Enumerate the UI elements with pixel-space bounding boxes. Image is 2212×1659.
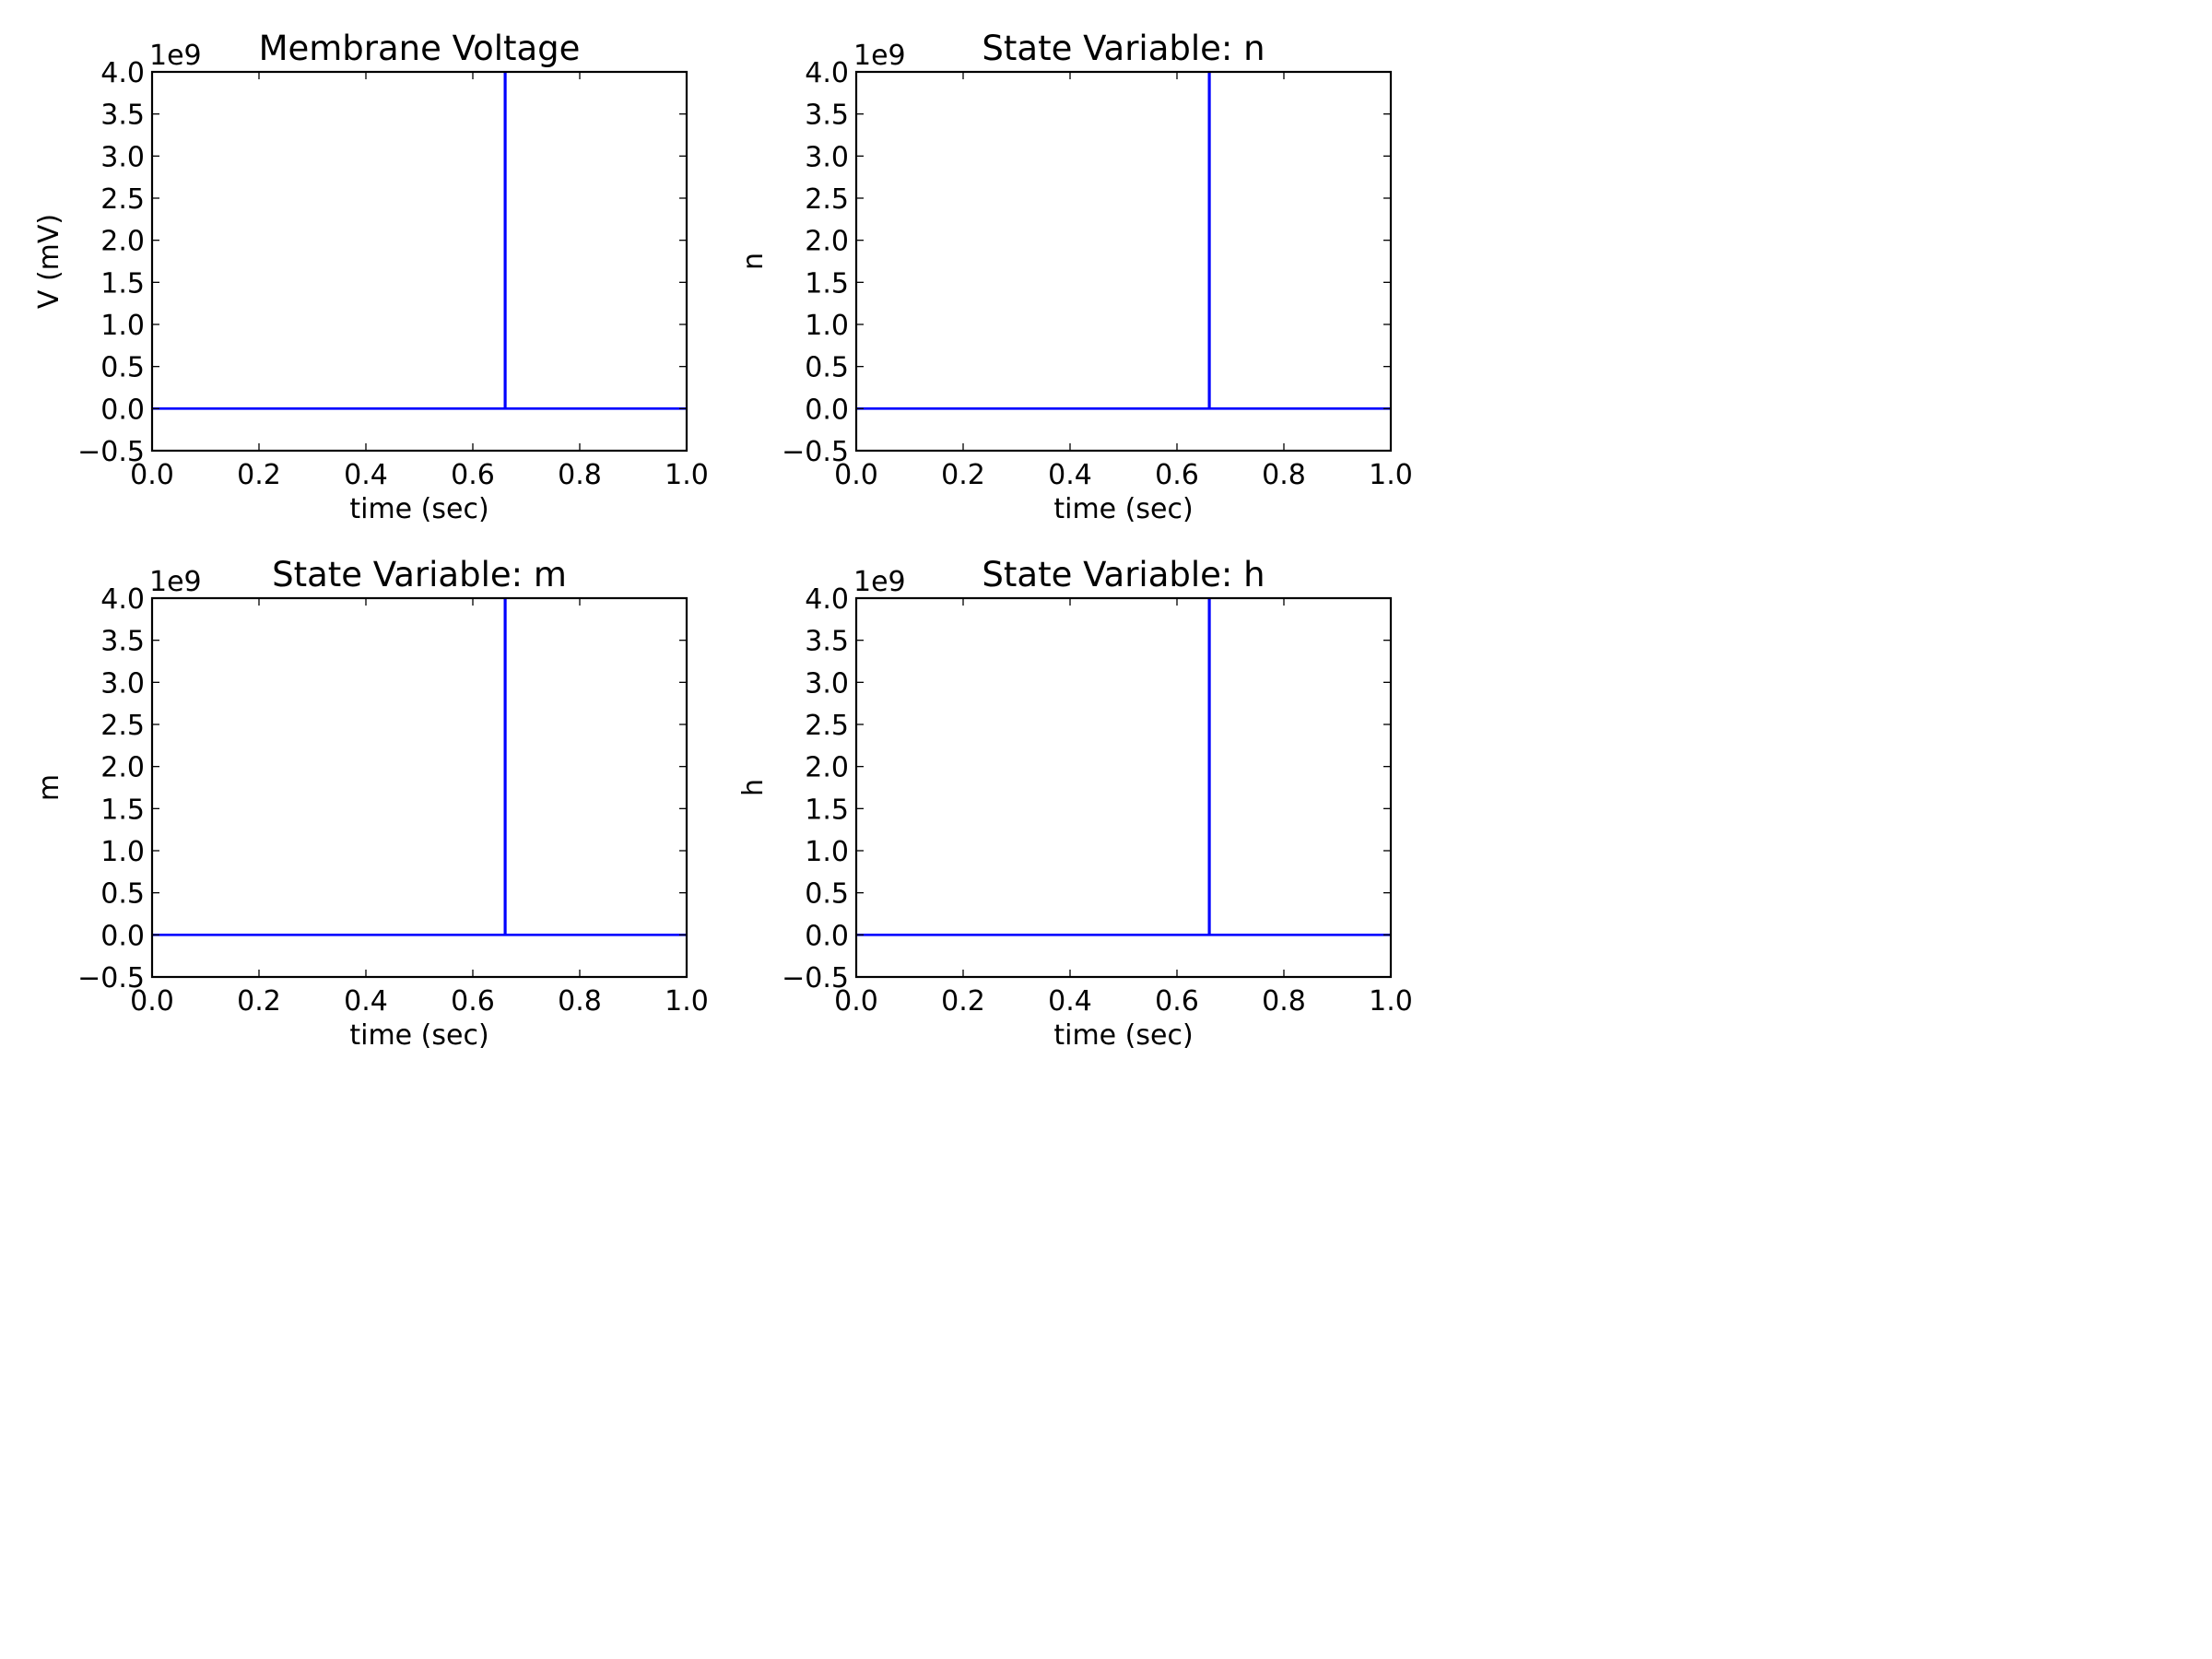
chart-panel-4: 0.0 0.2 0.4 0.6 0.8 1.0 4.0 3.5 3.0 2.5 2.0 1.5 1.0 0… — [737, 555, 1413, 1052]
y-tick-label: 1.5 — [100, 794, 145, 826]
y-axis-label: V (mV) — [33, 214, 65, 309]
y-axis-label: n — [737, 253, 770, 270]
y-offset-label: 1e9 — [853, 40, 906, 72]
y-tick-label: 0.5 — [100, 352, 145, 384]
y-tick-label: 0.0 — [100, 394, 145, 426]
chart-panel-1: 0.0 0.2 0.4 0.6 0.8 1.0 4.0 3.5 3.0 2.5 2.0 1.5 1.0 0… — [33, 29, 709, 525]
y-tick-label: 2.5 — [100, 710, 145, 742]
y-tick-label: 0.5 — [805, 878, 849, 911]
data-series-line — [856, 72, 1391, 410]
y-tick-label: 3.5 — [805, 100, 849, 132]
y-tick-label: −0.5 — [782, 962, 849, 994]
y-tick-label: 1.0 — [100, 836, 145, 868]
y-tick-label: 1.5 — [805, 267, 849, 300]
axes-frame — [150, 596, 688, 979]
x-tick-label: 1.0 — [1369, 459, 1413, 491]
y-offset-label: 1e9 — [149, 40, 202, 72]
y-tick-label: −0.5 — [782, 436, 849, 468]
x-tick-label: 1.0 — [1369, 985, 1413, 1018]
x-tick-label: 0.0 — [130, 459, 174, 491]
x-tick-label: 0.8 — [558, 985, 602, 1018]
y-tick-label: 4.0 — [100, 583, 145, 616]
y-tick-label: 2.0 — [805, 752, 849, 784]
y-tick-label: 2.0 — [805, 226, 849, 258]
axes-frame — [150, 70, 688, 453]
y-tick-label: 0.0 — [805, 394, 849, 426]
x-axis-label: time (sec) — [1053, 1019, 1193, 1052]
chart-panel-3: 0.0 0.2 0.4 0.6 0.8 1.0 4.0 3.5 3.0 2.5 2.0 1.5 1.0 0… — [33, 555, 709, 1052]
x-tick-label: 0.6 — [1155, 985, 1199, 1018]
x-tick-label: 1.0 — [665, 985, 709, 1018]
x-tick-label: 0.8 — [1262, 459, 1306, 491]
y-tick-label: 3.0 — [100, 667, 145, 700]
chart-title: Membrane Voltage — [259, 29, 581, 68]
x-tick-label: 0.4 — [344, 459, 388, 491]
x-axis-label: time (sec) — [349, 1019, 488, 1052]
y-tick-label: 3.5 — [100, 100, 145, 132]
y-tick-label: 3.0 — [100, 141, 145, 173]
x-tick-label: 0.4 — [1048, 459, 1092, 491]
x-axis-label: time (sec) — [1053, 493, 1193, 525]
data-series-line — [152, 598, 687, 936]
y-tick-label: −0.5 — [77, 436, 145, 468]
axes-frame — [854, 596, 1393, 979]
x-tick-label: 0.0 — [834, 459, 878, 491]
y-tick-label: 1.0 — [805, 836, 849, 868]
y-tick-label: 0.0 — [805, 920, 849, 952]
chart-panel-2: 0.0 0.2 0.4 0.6 0.8 1.0 4.0 3.5 3.0 2.5 2.0 1.5 1.0 0… — [737, 29, 1413, 525]
data-series-line — [152, 72, 687, 410]
chart-title: State Variable: n — [982, 29, 1265, 68]
x-tick-label: 0.0 — [834, 985, 878, 1018]
y-tick-label: 2.5 — [805, 183, 849, 216]
y-offset-label: 1e9 — [149, 566, 202, 598]
x-tick-label: 0.4 — [1048, 985, 1092, 1018]
plot-area — [856, 72, 1391, 451]
plot-area — [152, 72, 687, 451]
x-axis-label: time (sec) — [349, 493, 488, 525]
y-tick-label: 1.5 — [805, 794, 849, 826]
y-tick-label: 3.5 — [100, 626, 145, 658]
chart-title: State Variable: h — [982, 555, 1265, 594]
y-tick-label: 0.0 — [100, 920, 145, 952]
y-tick-label: 1.0 — [805, 310, 849, 342]
chart-title: State Variable: m — [272, 555, 567, 594]
y-tick-label: 3.0 — [805, 141, 849, 173]
x-tick-label: 0.2 — [941, 459, 985, 491]
x-tick-label: 0.8 — [558, 459, 602, 491]
x-tick-label: 0.6 — [1155, 459, 1199, 491]
y-offset-label: 1e9 — [853, 566, 906, 598]
x-tick-label: 0.2 — [237, 459, 281, 491]
y-tick-label: 2.5 — [100, 183, 145, 216]
y-tick-label: 3.0 — [805, 667, 849, 700]
y-tick-label: 2.0 — [100, 752, 145, 784]
x-tick-label: 0.4 — [344, 985, 388, 1018]
x-tick-label: 0.2 — [237, 985, 281, 1018]
y-tick-label: 1.5 — [100, 267, 145, 300]
y-tick-label: 0.5 — [100, 878, 145, 911]
x-tick-label: 0.0 — [130, 985, 174, 1018]
y-axis-label: h — [737, 779, 770, 796]
x-tick-label: 0.8 — [1262, 985, 1306, 1018]
plot-area — [152, 598, 687, 977]
y-tick-label: −0.5 — [77, 962, 145, 994]
y-tick-label: 4.0 — [100, 57, 145, 89]
figure-canvas: 0.0 0.2 0.4 0.6 0.8 1.0 4.0 3.5 3.0 2.5 2.0 1.5 1.0 0… — [0, 0, 1422, 1076]
data-series-line — [856, 598, 1391, 936]
y-tick-label: 2.0 — [100, 226, 145, 258]
y-tick-label: 3.5 — [805, 626, 849, 658]
x-tick-label: 0.6 — [451, 459, 495, 491]
y-tick-label: 0.5 — [805, 352, 849, 384]
plot-area — [856, 598, 1391, 977]
x-tick-label: 1.0 — [665, 459, 709, 491]
y-tick-label: 4.0 — [805, 583, 849, 616]
x-tick-label: 0.2 — [941, 985, 985, 1018]
x-tick-label: 0.6 — [451, 985, 495, 1018]
axes-frame — [854, 70, 1393, 453]
y-tick-label: 2.5 — [805, 710, 849, 742]
y-tick-label: 1.0 — [100, 310, 145, 342]
y-axis-label: m — [33, 774, 65, 801]
y-tick-label: 4.0 — [805, 57, 849, 89]
